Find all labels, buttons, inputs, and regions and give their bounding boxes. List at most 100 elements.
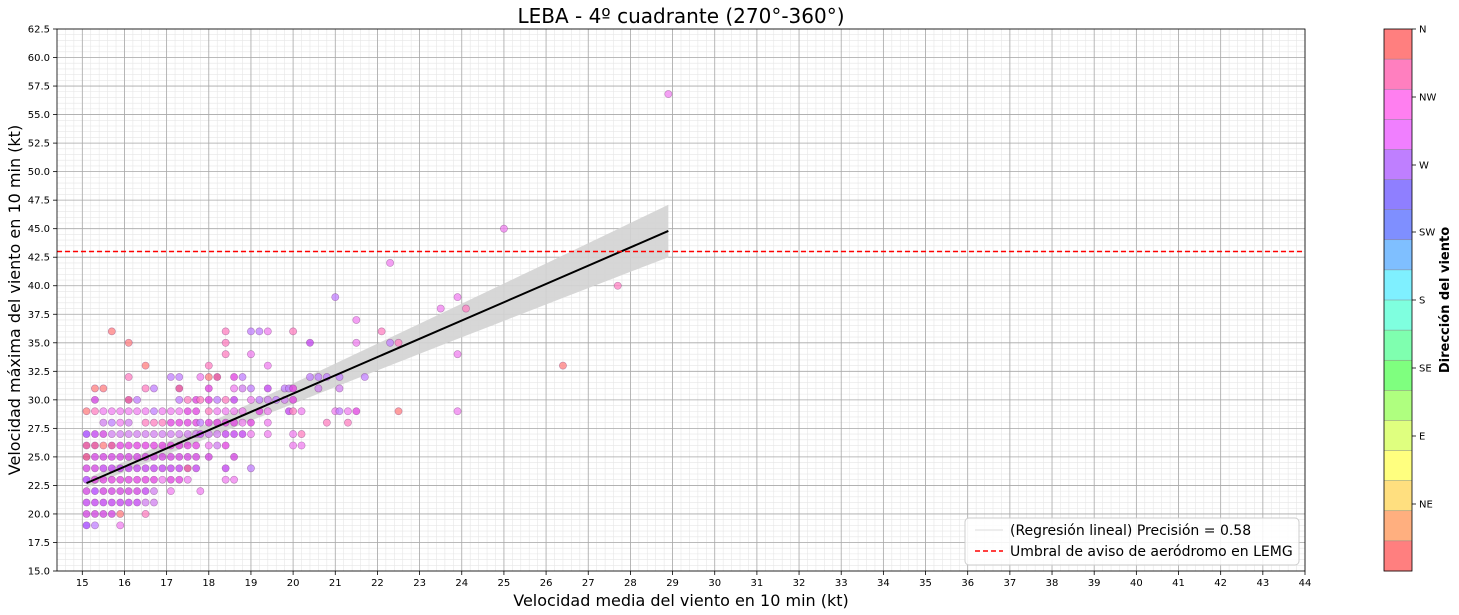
data-point: [99, 418, 108, 427]
data-point: [141, 510, 150, 518]
y-tick-label: 45.0: [28, 224, 50, 235]
data-point: [289, 430, 298, 438]
data-point: [91, 498, 99, 507]
y-tick-label: 42.5: [28, 253, 50, 264]
data-point: [99, 384, 108, 393]
data-point: [133, 407, 142, 416]
data-point: [82, 487, 91, 496]
data-point: [386, 338, 394, 347]
y-tick-label: 37.5: [28, 310, 50, 321]
x-tick-label: 38: [1046, 578, 1059, 589]
x-tick-label: 35: [919, 578, 932, 589]
data-point: [204, 384, 213, 393]
y-tick-label: 17.5: [28, 538, 50, 549]
data-point: [91, 384, 99, 393]
data-point: [166, 373, 175, 381]
data-point: [133, 487, 142, 496]
data-point: [183, 395, 192, 404]
data-point: [230, 430, 238, 438]
data-point: [213, 373, 222, 381]
data-point: [116, 487, 125, 496]
data-point: [99, 510, 108, 518]
y-tick-label: 50.0: [28, 167, 50, 178]
data-point: [453, 407, 462, 416]
colorbar-segment: [1384, 269, 1412, 301]
data-point: [141, 407, 150, 416]
x-tick-label: 36: [961, 578, 974, 589]
y-tick-label: 47.5: [28, 196, 50, 207]
data-point: [221, 350, 230, 359]
data-point: [91, 487, 99, 496]
data-point: [99, 407, 108, 416]
x-tick-label: 24: [455, 578, 468, 589]
data-point: [213, 407, 222, 416]
data-point: [150, 418, 158, 427]
data-point: [289, 327, 298, 336]
x-tick-label: 22: [371, 578, 384, 589]
data-point: [377, 327, 386, 336]
data-point: [289, 407, 298, 416]
data-point: [141, 418, 150, 427]
colorbar-segment: [1384, 300, 1412, 331]
y-tick-label: 27.5: [28, 424, 50, 435]
data-point: [124, 407, 133, 416]
chart-title: LEBA - 4º cuadrante (270°-360°): [517, 4, 844, 28]
data-point: [175, 373, 184, 381]
x-axis-label: Velocidad media del viento en 10 min (kt…: [513, 591, 849, 610]
data-point: [141, 487, 150, 496]
data-point: [82, 521, 91, 530]
data-point: [221, 395, 230, 404]
data-point: [247, 464, 255, 473]
data-point: [116, 441, 125, 450]
data-point: [247, 327, 255, 336]
y-tick-label: 25.0: [28, 452, 50, 463]
data-point: [322, 418, 331, 427]
colorbar-segment: [1384, 510, 1412, 542]
colorbar-segment: [1384, 29, 1412, 60]
y-tick-label: 35.0: [28, 338, 50, 349]
y-tick-label: 32.5: [28, 367, 50, 378]
data-point: [221, 475, 230, 484]
x-tick-label: 31: [751, 578, 764, 589]
data-point: [297, 441, 306, 450]
data-point: [166, 452, 175, 461]
grid-major: [57, 28, 1306, 572]
data-point: [166, 407, 175, 416]
data-point: [297, 407, 306, 416]
data-point: [175, 475, 184, 484]
data-point: [344, 418, 352, 427]
data-point: [141, 384, 150, 393]
data-point: [196, 373, 205, 381]
data-point: [314, 384, 323, 393]
data-point: [124, 441, 133, 450]
data-point: [116, 407, 125, 416]
x-tick-label: 40: [1130, 578, 1143, 589]
data-point: [141, 441, 150, 450]
data-point: [107, 475, 116, 484]
colorbar-segment: [1384, 59, 1412, 90]
data-point: [82, 464, 91, 473]
data-point: [158, 475, 167, 484]
data-point: [247, 350, 255, 359]
data-point: [107, 430, 116, 438]
data-point: [124, 452, 133, 461]
colorbar-tick-label: N: [1419, 25, 1426, 36]
data-point: [263, 395, 272, 404]
data-point: [91, 521, 99, 530]
data-point: [230, 373, 238, 381]
data-point: [213, 430, 222, 438]
data-point: [213, 441, 222, 450]
data-point: [221, 430, 230, 438]
data-point: [82, 452, 91, 461]
colorbar-segment: [1384, 149, 1412, 181]
data-point: [150, 384, 158, 393]
data-point: [221, 441, 230, 450]
data-point: [91, 430, 99, 438]
colorbar-tick-label: SE: [1419, 364, 1432, 375]
x-tick-label: 42: [1214, 578, 1227, 589]
data-point: [238, 373, 247, 381]
colorbar-segment: [1384, 209, 1412, 241]
data-point: [192, 464, 201, 473]
confidence-band: [86, 204, 669, 488]
data-point: [158, 452, 167, 461]
